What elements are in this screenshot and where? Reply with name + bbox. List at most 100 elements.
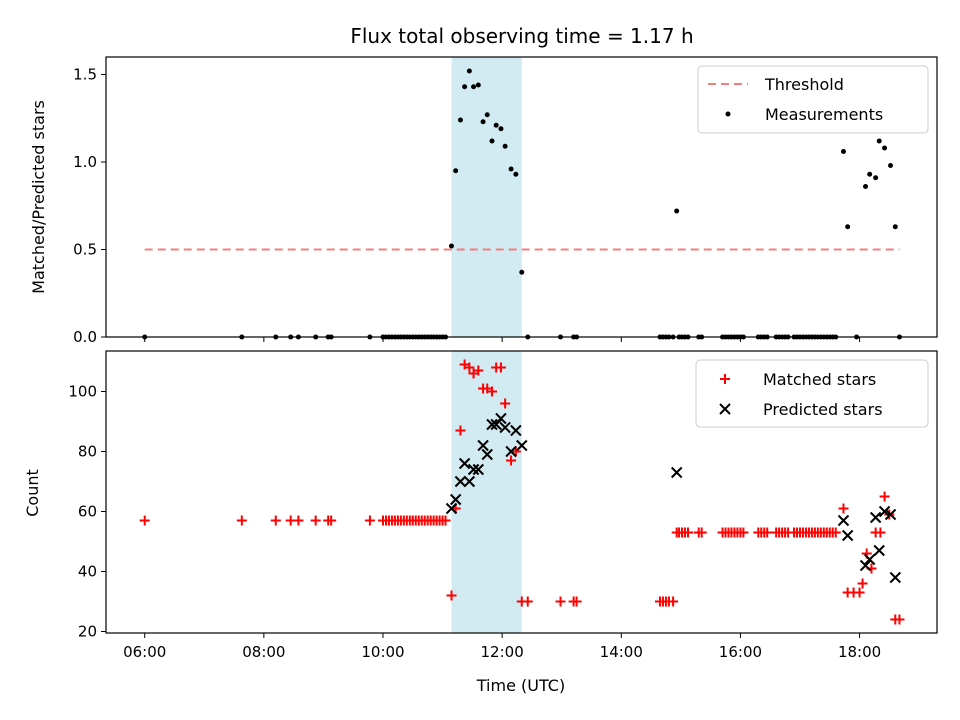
matched-star-marker xyxy=(879,491,890,502)
y-tick-label: 20 xyxy=(78,623,97,641)
legend-matched-label: Matched stars xyxy=(763,370,876,389)
predicted-star-marker xyxy=(869,511,882,524)
y-tick-label: 60 xyxy=(78,503,97,521)
y-tick-label: 1.5 xyxy=(73,66,97,84)
predicted-star-marker xyxy=(445,502,458,515)
predicted-star-marker xyxy=(463,475,476,488)
top-axes-frame xyxy=(105,56,938,338)
predicted-star-marker xyxy=(878,505,891,518)
predicted-star-marker xyxy=(467,463,480,476)
x-tick-label: 12:00 xyxy=(481,643,524,661)
matched-star-marker xyxy=(473,365,484,376)
measurement-point xyxy=(513,171,519,177)
measurement-point xyxy=(471,84,477,90)
measurement-point xyxy=(876,138,882,144)
measurement-point xyxy=(489,138,495,144)
matched-star-marker xyxy=(854,587,865,598)
matched-star-marker xyxy=(310,515,321,526)
matched-star-marker xyxy=(668,596,679,607)
predicted-star-marker xyxy=(859,559,872,572)
predicted-star-marker xyxy=(454,475,467,488)
legend-predicted-label: Predicted stars xyxy=(763,400,883,419)
bottom-panel: 20 40 60 80 100 06:00 08:00 10:00 12:00 14:00 16:… xyxy=(23,350,938,695)
predicted-star-marker xyxy=(481,448,493,461)
predicted-star-marker xyxy=(499,421,511,434)
predicted-star-marker xyxy=(486,418,498,431)
measurement-point xyxy=(508,166,514,172)
matched-star-marker xyxy=(696,527,707,538)
top-legend: Threshold Measurements xyxy=(697,65,929,134)
predicted-star-marker xyxy=(510,424,522,437)
predicted-star-marker xyxy=(477,439,489,452)
predicted-star-marker xyxy=(495,412,507,425)
measurement-point xyxy=(873,175,879,181)
matched-star-marker xyxy=(838,503,849,514)
matched-star-marker xyxy=(487,386,498,397)
measurement-point xyxy=(462,84,468,90)
x-tick-label: 10:00 xyxy=(361,643,404,661)
bottom-axes-frame xyxy=(105,350,938,634)
chart-title: Flux total observing time = 1.17 h xyxy=(350,24,693,48)
matched-star-marker xyxy=(500,398,511,409)
matched-star-marker xyxy=(270,515,281,526)
measurement-point xyxy=(475,82,481,88)
observing-span xyxy=(451,351,522,633)
measurement-point xyxy=(480,119,486,125)
matched-star-marker xyxy=(738,527,749,538)
measurement-point xyxy=(457,117,463,123)
measurement-point xyxy=(845,224,851,230)
bottom-legend: Matched stars Predicted stars xyxy=(695,359,929,428)
measurement-point xyxy=(888,163,894,168)
measurement-point xyxy=(863,184,869,189)
predicted-star-marker xyxy=(458,457,471,470)
x-tick-label: 08:00 xyxy=(242,643,285,661)
matched-star-marker xyxy=(236,515,247,526)
top-ylabel: Matched/Predicted stars xyxy=(29,100,48,294)
measurement-point xyxy=(484,112,490,118)
predicted-star-marker xyxy=(841,529,854,542)
matched-star-marker xyxy=(139,515,150,526)
measurement-point xyxy=(502,143,508,149)
matched-star-marker xyxy=(326,515,337,526)
matched-star-marker xyxy=(894,614,905,625)
x-tick-label: 18:00 xyxy=(838,643,881,661)
matched-star-marker xyxy=(830,527,841,538)
matched-star-marker xyxy=(455,425,466,436)
predicted-star-marker xyxy=(670,466,683,479)
top-panel: 0.0 0.5 1.0 1.5 Matched/Predicted stars Thr… xyxy=(29,56,938,346)
y-tick-label: 40 xyxy=(78,563,97,581)
bottom-ylabel: Count xyxy=(23,469,42,517)
predicted-star-marker xyxy=(889,571,902,584)
legend-threshold-label: Threshold xyxy=(764,75,844,94)
matched-star-marker xyxy=(464,362,475,373)
predicted-star-marker xyxy=(863,553,876,566)
bottom-xlabel: Time (UTC) xyxy=(476,676,565,695)
measurement-point xyxy=(882,145,888,151)
y-tick-label: 0.5 xyxy=(73,241,97,259)
x-tick-label: 14:00 xyxy=(600,643,643,661)
matched-star-marker xyxy=(555,596,566,607)
measurement-point xyxy=(674,208,680,214)
matched-star-marker xyxy=(762,527,773,538)
measurement-point xyxy=(453,168,459,174)
predicted-star-marker xyxy=(505,445,517,458)
y-tick-label: 0.0 xyxy=(73,328,97,346)
matched-star-marker xyxy=(364,515,375,526)
predicted-star-marker xyxy=(472,463,485,476)
observing-span xyxy=(451,57,522,337)
matched-star-marker xyxy=(495,362,506,373)
legend-predicted-marker xyxy=(719,403,731,415)
matched-star-marker xyxy=(682,527,693,538)
matched-star-marker xyxy=(522,596,533,607)
y-tick-label: 80 xyxy=(78,443,97,461)
matched-star-marker xyxy=(875,527,886,538)
measurement-point xyxy=(840,149,846,154)
predicted-star-marker xyxy=(884,508,897,521)
matched-star-marker xyxy=(571,596,582,607)
measurement-point xyxy=(493,122,499,128)
matched-star-marker xyxy=(506,455,517,466)
predicted-star-marker xyxy=(449,493,462,506)
legend-measurement-marker xyxy=(725,111,731,117)
measurement-point xyxy=(466,68,472,74)
